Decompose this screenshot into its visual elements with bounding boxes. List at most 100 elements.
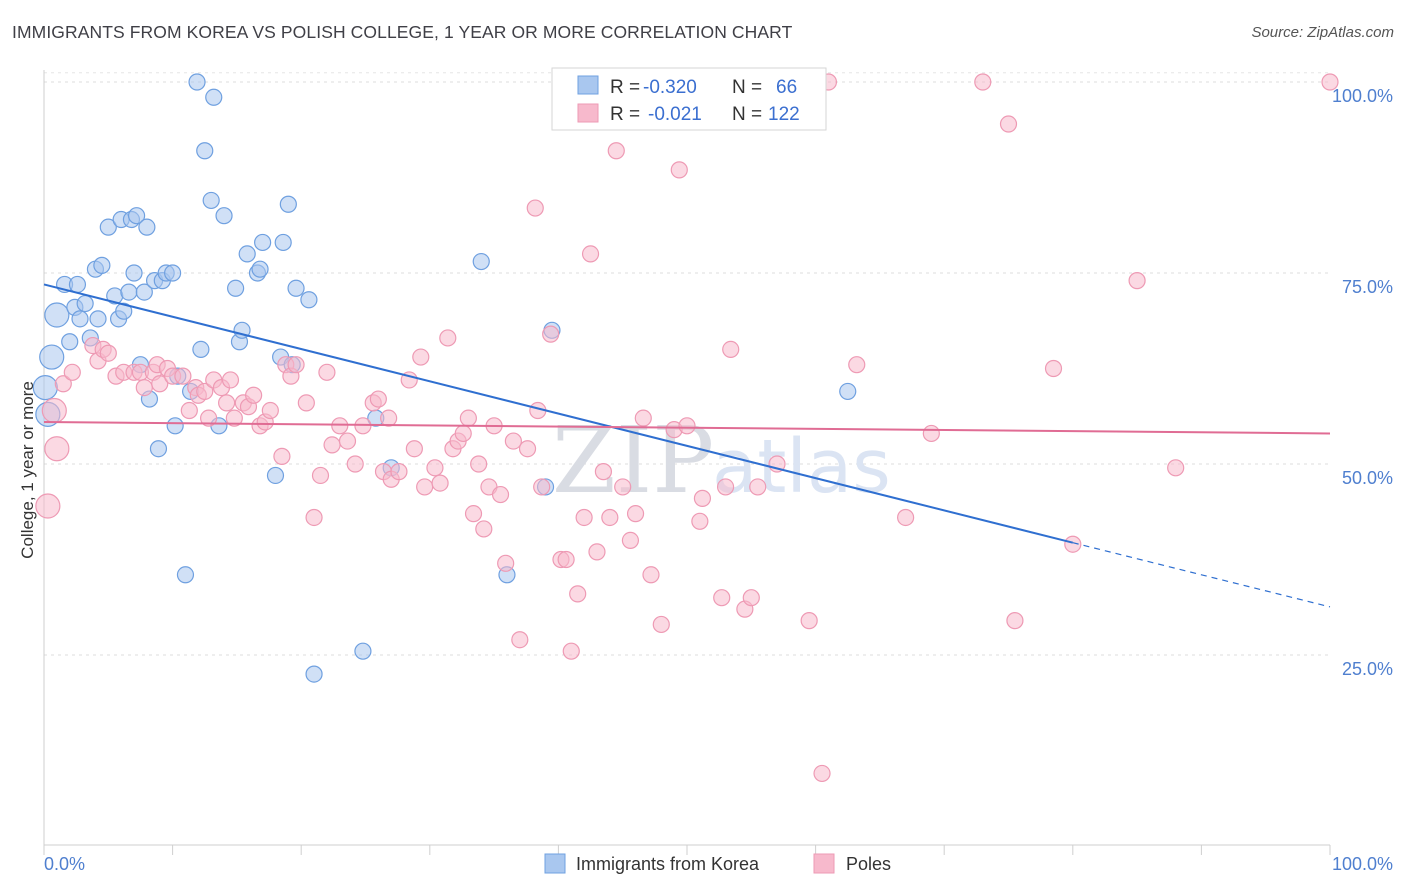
point-poles bbox=[35, 493, 61, 519]
point-poles bbox=[151, 375, 169, 393]
point-poles bbox=[511, 631, 529, 649]
point-poles bbox=[454, 424, 472, 443]
point-poles bbox=[922, 424, 940, 443]
point-poles bbox=[323, 436, 341, 454]
point-poles bbox=[742, 589, 760, 607]
point-poles bbox=[557, 550, 575, 569]
point-poles bbox=[722, 340, 740, 358]
point-poles bbox=[504, 432, 522, 450]
axes bbox=[43, 70, 1331, 855]
point-poles bbox=[716, 478, 735, 496]
series-legend: Immigrants from Korea Poles bbox=[544, 853, 891, 874]
point-poles bbox=[464, 505, 483, 523]
y-tick-labels: 25.0% 50.0% 75.0% 100.0% bbox=[1332, 86, 1393, 679]
point-poles bbox=[974, 73, 992, 91]
point-poles bbox=[261, 401, 279, 420]
point-poles bbox=[800, 612, 818, 630]
point-poles bbox=[491, 485, 510, 504]
point-korea bbox=[839, 382, 857, 401]
point-poles bbox=[63, 363, 81, 381]
point-poles bbox=[1167, 459, 1185, 477]
point-poles bbox=[405, 440, 423, 458]
point-poles bbox=[174, 367, 192, 385]
point-poles bbox=[601, 508, 619, 527]
y-axis-label: College, 1 year or more bbox=[18, 381, 37, 559]
point-korea bbox=[188, 73, 206, 91]
point-korea bbox=[205, 88, 223, 106]
point-korea bbox=[61, 333, 79, 351]
y-tick-label: 25.0% bbox=[1342, 659, 1393, 679]
point-poles bbox=[311, 466, 330, 485]
point-poles bbox=[594, 463, 613, 481]
y-tick-label: 100.0% bbox=[1332, 86, 1393, 106]
bottom-legend-swatch-poles bbox=[813, 853, 835, 874]
x-tick-label-min: 0.0% bbox=[44, 854, 85, 874]
point-poles bbox=[221, 371, 240, 389]
legend-swatch-poles bbox=[577, 103, 599, 123]
legend-n-label-poles: N = bbox=[732, 104, 762, 125]
stats-legend: R = -0.320 N = 66 R = -0.021 N = 122 bbox=[551, 67, 827, 131]
watermark-atlas: atlas bbox=[712, 424, 891, 510]
legend-n-value-poles: 122 bbox=[768, 104, 800, 125]
point-poles bbox=[44, 436, 70, 462]
point-korea bbox=[472, 252, 490, 271]
point-poles bbox=[225, 409, 243, 427]
point-korea bbox=[115, 302, 133, 320]
point-korea bbox=[305, 665, 323, 683]
bottom-legend-swatch-korea bbox=[544, 853, 566, 874]
point-korea bbox=[120, 283, 138, 301]
point-poles bbox=[200, 409, 218, 427]
point-poles bbox=[678, 417, 696, 435]
point-poles bbox=[642, 566, 660, 584]
point-korea bbox=[76, 294, 94, 313]
point-poles bbox=[1064, 535, 1082, 553]
y-tick-label: 50.0% bbox=[1342, 468, 1393, 488]
point-korea bbox=[254, 233, 272, 252]
point-korea bbox=[71, 310, 89, 328]
point-poles bbox=[626, 505, 645, 523]
point-poles bbox=[848, 356, 866, 374]
point-poles bbox=[749, 478, 767, 496]
point-poles bbox=[999, 115, 1018, 133]
point-korea bbox=[125, 264, 143, 282]
point-poles bbox=[470, 455, 488, 473]
point-poles bbox=[588, 543, 606, 561]
point-korea bbox=[176, 566, 195, 584]
point-poles bbox=[634, 409, 652, 427]
point-poles bbox=[287, 356, 305, 374]
point-korea bbox=[135, 283, 153, 301]
point-poles bbox=[54, 375, 72, 393]
trend-line-korea bbox=[43, 283, 1074, 544]
point-poles bbox=[533, 478, 551, 496]
legend-n-value-korea: 66 bbox=[776, 77, 797, 98]
point-poles bbox=[412, 348, 430, 366]
point-poles bbox=[691, 512, 709, 530]
point-poles bbox=[813, 764, 831, 783]
trend-line-korea-extension bbox=[1072, 542, 1331, 608]
point-poles bbox=[562, 642, 580, 660]
legend-n-label-korea: N = bbox=[732, 77, 762, 98]
legend-r-label-korea: R = bbox=[610, 77, 640, 98]
point-korea bbox=[149, 440, 168, 458]
point-korea bbox=[192, 340, 210, 358]
legend-r-value-poles: -0.021 bbox=[648, 104, 702, 125]
point-poles bbox=[41, 397, 67, 424]
point-korea bbox=[89, 310, 107, 328]
point-poles bbox=[1128, 272, 1146, 290]
point-korea bbox=[164, 264, 182, 282]
point-korea bbox=[44, 302, 70, 328]
point-poles bbox=[526, 199, 544, 217]
point-korea bbox=[202, 191, 220, 210]
point-korea bbox=[138, 218, 156, 236]
point-poles bbox=[346, 455, 364, 473]
point-poles bbox=[713, 589, 731, 607]
data-points bbox=[32, 73, 1339, 783]
point-korea bbox=[279, 195, 297, 213]
point-poles bbox=[614, 478, 632, 496]
point-poles bbox=[1321, 73, 1339, 91]
point-poles bbox=[670, 161, 688, 179]
point-korea bbox=[266, 466, 285, 485]
point-poles bbox=[380, 409, 398, 427]
point-poles bbox=[390, 463, 408, 481]
point-korea bbox=[215, 207, 233, 225]
